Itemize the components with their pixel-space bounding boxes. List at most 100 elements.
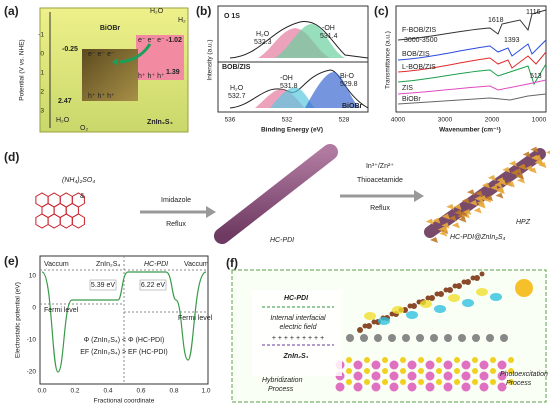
peak-name: Bi-O [340,73,355,80]
product-label: HC-PDI@ZnIn₂S₄ [450,234,506,241]
x-tick-label: 3000 [438,117,453,124]
atom [362,323,368,329]
atom [430,334,438,342]
panel-c: (c) Transmittance (a.u.) F-BOB/ZIS 3000-… [374,4,547,134]
step-text: Reflux [166,221,186,228]
flake [461,197,470,204]
atom [388,334,396,342]
atom [400,357,406,363]
atom [479,271,485,277]
atom [490,357,496,363]
flake [508,160,517,167]
y-tick-label: 10 [29,273,37,280]
atom [456,283,462,289]
level-label: -1.02 [166,37,182,44]
y-tick-label: 0 [40,51,44,58]
atom [353,360,363,370]
y-tick-label: 3 [40,108,44,115]
sample-label: BOB/ZIS [222,64,251,71]
flake [487,174,496,181]
sun [515,279,533,297]
flake [513,168,522,175]
atom [490,368,496,374]
and: & [80,193,85,200]
flake [506,181,515,188]
atom [454,379,460,385]
flake [466,189,475,196]
arrow-head [414,190,424,202]
biobr-band [82,49,138,101]
flake [495,192,504,199]
flake [481,182,490,189]
spectrum [397,93,547,105]
flake [496,188,505,195]
process-label: Process [506,380,532,387]
peak-energy: 532.7 [228,93,246,100]
process-label: Photoexcitation [500,371,548,378]
panel-d: (d) (NH₄)₂SO₄ & Imidazole Reflux HC-PDI … [4,144,550,244]
transfer-arrow [119,43,152,64]
species: H₂O [150,8,164,15]
flake [446,203,455,210]
x-tick-label: 0.4 [103,388,112,395]
step-text: Thioacetamide [357,177,403,184]
atom [472,334,480,342]
x-axis-label: Fractional coordinate [94,398,155,405]
annotation: Vaccum [184,261,209,268]
atom [438,291,444,297]
annotation: Φ (ZnIn₂S₄) < Φ (HC-PDI) [84,337,165,344]
atom [366,323,372,329]
flake [546,150,550,154]
spectrum [397,39,547,61]
y-tick-label: -10 [27,337,37,344]
y-tick-label: -1 [38,32,44,39]
orbital [462,299,474,307]
level-label: 2.47 [58,98,72,105]
flake [494,181,503,188]
atom [500,334,508,342]
atom [389,371,399,381]
species: H₂O [56,117,70,124]
flake [518,163,527,170]
plot-frame [395,5,547,113]
atom [418,357,424,363]
ring [47,213,61,229]
flake [425,218,434,225]
flake [485,195,494,202]
atom [416,334,424,342]
panel-label: (a) [4,4,19,18]
atom [490,379,496,385]
field-label: electric field [280,324,318,331]
x-tick-label: 532 [282,117,293,124]
nanorod [214,144,338,244]
panel-a: (a) -1 0 1 2 3 Potential (V vs. NHE) BiO… [4,4,189,133]
atom [371,360,381,370]
x-tick-label: 4000 [391,117,406,124]
atom [389,360,399,370]
atom [411,303,417,309]
holes: h⁺ h⁺ h⁺ [88,93,115,100]
x-tick-label: 536 [225,117,236,124]
level-label: 1.39 [166,69,180,76]
hpz-rod [424,146,550,243]
step-text: Reflux [370,205,390,212]
field-label: Internal interfacial [270,315,326,322]
panel-label: (b) [196,4,211,18]
atom [436,357,442,363]
atom [407,371,417,381]
atom [429,295,435,301]
panel-title: O 1S [224,13,240,20]
atom [364,379,370,385]
orbital [364,312,376,320]
atom [335,382,345,392]
spectrum [397,79,547,95]
flake [430,237,438,243]
x-tick-label: 0.6 [136,388,145,395]
sample-label: BiOBr [402,96,421,103]
atom [436,379,442,385]
annotation: Fermi level [44,307,79,314]
peak-name: H₂O [230,85,244,92]
y-tick-label: 1 [40,70,44,77]
orbital [434,305,446,313]
atom [443,382,453,392]
